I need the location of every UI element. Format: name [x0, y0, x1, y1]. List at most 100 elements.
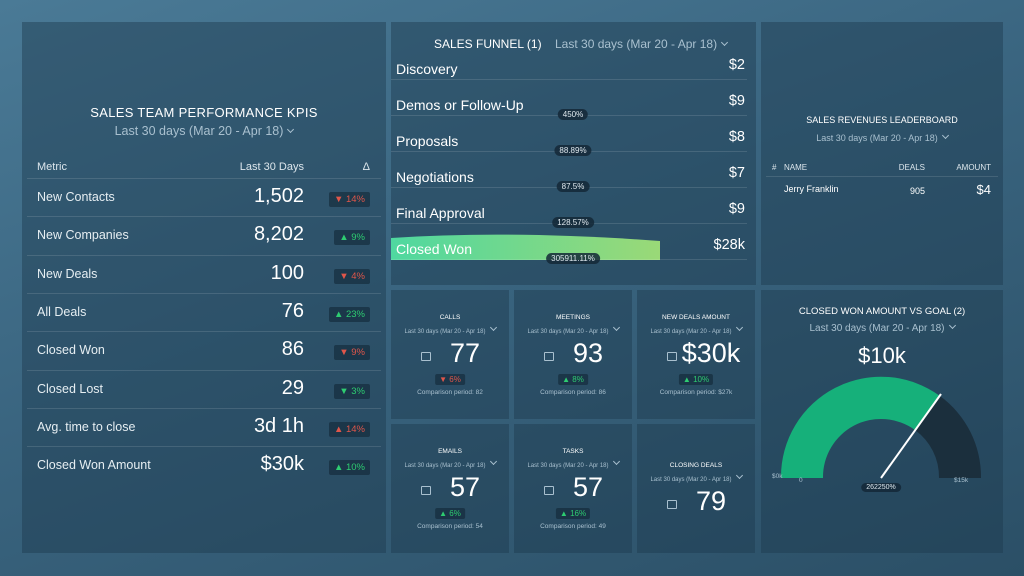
tile-value: $30k [681, 338, 741, 368]
metric-name: Closed Won Amount [37, 458, 151, 473]
tile-title: CALLS [439, 314, 461, 321]
tile-icon [544, 486, 554, 495]
period-selector: Last 30 days (Mar 20 - Apr 18) [637, 325, 755, 335]
metric-name: New Companies [37, 228, 129, 243]
stage-name: Demos or Follow-Up [396, 97, 524, 113]
comparison-period: Comparison period: 49 [540, 523, 606, 530]
stage-name: Discovery [396, 61, 458, 77]
comparison-period: Comparison period: $27k [659, 389, 733, 396]
panel-title: SALES TEAM PERFORMANCE KPIS [90, 105, 318, 120]
metric-tile: MEETINGS Last 30 days (Mar 20 - Apr 18) 93… [514, 290, 632, 419]
tile-icon [544, 352, 554, 361]
delta-badge: ▼ 14% [328, 192, 370, 207]
column-header: NAME [784, 163, 808, 172]
tile-title: NEW DEALS AMOUNT [662, 314, 730, 321]
column-header: Metric [37, 161, 67, 173]
delta-badge: ▼ 4% [334, 268, 370, 284]
metric-name: Closed Lost [37, 381, 104, 396]
tile-value: 57 [449, 472, 481, 502]
delta-badge: ▲ 10% [678, 374, 714, 385]
tile-icon [667, 500, 677, 509]
separator [391, 79, 747, 80]
delta-badge: ▼ 6% [435, 374, 465, 385]
delta-badge: ▲ 14% [328, 421, 370, 437]
delta-badge: ▲ 23% [328, 306, 370, 322]
period-selector: Last 30 days (Mar 20 - Apr 18) [391, 459, 509, 469]
kpi-panel: SALES TEAM PERFORMANCE KPIS Last 30 days … [22, 22, 386, 553]
separator [27, 446, 381, 448]
column-header: DEALS [898, 163, 925, 172]
metric-value: 86 [281, 338, 304, 361]
gauge-panel: CLOSED WON AMOUNT VS GOAL (2) Last 30 day… [761, 290, 1003, 553]
stage-name: Negotiations [396, 169, 474, 185]
leaderboard-panel: SALES REVENUES LEADERBOARD Last 30 days (… [761, 22, 1003, 285]
stage-name: Closed Won [396, 241, 473, 257]
tile-icon [421, 352, 431, 361]
separator [27, 407, 381, 409]
delta-badge: ▲ 9% [334, 230, 370, 246]
tile-title: TASKS [562, 448, 584, 455]
metric-name: All Deals [37, 304, 87, 319]
gauge-percent-label: 262250% [861, 483, 901, 492]
metric-value: 3d 1h [253, 414, 304, 437]
tile-icon [421, 486, 431, 495]
gauge-min-label: $0k [772, 473, 783, 480]
delta-badge: ▲ 8% [558, 374, 588, 385]
tile-title: EMAILS [438, 448, 462, 455]
metric-value: 29 [281, 376, 304, 399]
metric-tile: CALLS Last 30 days (Mar 20 - Apr 18) 77 ▼ 6… [391, 290, 509, 419]
metric-value: 100 [270, 261, 304, 284]
delta-badge: ▼ 3% [334, 383, 370, 399]
separator [27, 216, 381, 218]
period-selector: Last 30 days (Mar 20 - Apr 18) [514, 325, 632, 335]
tile-value: 57 [572, 472, 604, 502]
panel-title: SALES FUNNEL (1) [434, 37, 542, 51]
gauge-zero-label: 0 [799, 477, 803, 484]
delta-badge: ▲ 6% [435, 508, 465, 519]
separator [766, 176, 998, 177]
gauge-needle [880, 393, 942, 479]
separator [27, 178, 381, 179]
stage-value: $8 [728, 129, 745, 145]
period-selector: Last 30 days (Mar 20 - Apr 18) [761, 323, 1003, 334]
conversion-rate: 88.89% [554, 145, 592, 156]
column-header: Δ [362, 161, 370, 173]
column-header: AMOUNT [956, 163, 991, 172]
tile-icon [667, 352, 677, 361]
tile-value: 79 [695, 486, 727, 516]
stage-value: $7 [728, 165, 745, 181]
delta-badge: ▼ 9% [334, 345, 370, 361]
tile-title: MEETINGS [556, 314, 590, 321]
metric-value: 8,202 [253, 223, 304, 246]
comparison-period: Comparison period: 54 [417, 523, 483, 530]
metric-name: New Deals [37, 266, 98, 281]
stage-name: Final Approval [396, 205, 485, 221]
metric-tile: TASKS Last 30 days (Mar 20 - Apr 18) 57 ▲ 1… [514, 424, 632, 553]
metric-name: Avg. time to close [37, 419, 136, 434]
stage-value: $2 [728, 57, 745, 73]
metric-value: $30k [260, 453, 304, 476]
gauge-fill [780, 376, 940, 478]
column-header: Last 30 Days [239, 161, 304, 173]
tile-title: CLOSING DEALS [669, 462, 723, 469]
delta-badge: ▲ 16% [555, 508, 591, 519]
tile-value: 77 [449, 338, 481, 368]
gauge-remaining [915, 396, 982, 478]
conversion-rate: 450% [557, 109, 589, 120]
stage-value: $9 [728, 93, 745, 109]
comparison-period: Comparison period: 82 [417, 389, 483, 396]
delta-badge: ▲ 10% [328, 460, 370, 476]
separator [27, 292, 381, 294]
conversion-rate: 87.5% [556, 181, 590, 192]
amount: $4 [976, 182, 991, 197]
period-selector: Last 30 days (Mar 20 - Apr 18) [514, 459, 632, 469]
panel-title: CLOSED WON AMOUNT VS GOAL (2) [798, 306, 966, 317]
separator [27, 254, 381, 256]
gauge-value: $10k [858, 343, 906, 368]
metric-tile: NEW DEALS AMOUNT Last 30 days (Mar 20 - A… [637, 290, 755, 419]
panel-title: SALES REVENUES LEADERBOARD [806, 115, 958, 125]
conversion-rate: 128.57% [552, 217, 594, 228]
conversion-rate: 305911.11% [546, 253, 600, 264]
comparison-period: Comparison period: 86 [540, 389, 606, 396]
